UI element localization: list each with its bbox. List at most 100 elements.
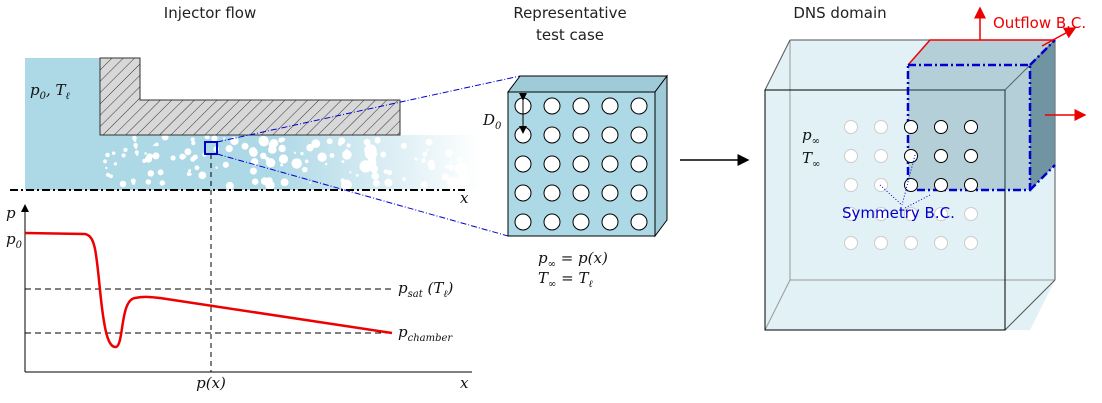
circle bbox=[134, 150, 139, 155]
circle bbox=[355, 173, 359, 177]
circle bbox=[194, 165, 200, 171]
circle bbox=[414, 157, 418, 161]
circle bbox=[380, 151, 387, 158]
cube-side bbox=[654, 74, 668, 238]
circle bbox=[192, 154, 198, 160]
subscript: sat bbox=[408, 289, 424, 300]
circle bbox=[426, 149, 429, 152]
circle bbox=[342, 150, 352, 160]
circle bbox=[572, 97, 590, 115]
circle bbox=[340, 179, 352, 191]
circle bbox=[630, 184, 648, 202]
title-line: Representative bbox=[513, 4, 626, 22]
circle bbox=[159, 180, 166, 186]
circle bbox=[324, 162, 328, 166]
circle bbox=[964, 120, 978, 134]
droplets bbox=[103, 133, 470, 191]
circle bbox=[144, 152, 147, 155]
text: , T bbox=[46, 81, 67, 99]
circle bbox=[119, 180, 127, 188]
text: p bbox=[538, 249, 548, 267]
subscript: ℓ bbox=[66, 91, 70, 102]
p0-label: p0​ bbox=[6, 230, 23, 251]
circle bbox=[222, 161, 229, 168]
back-edges bbox=[764, 40, 1055, 331]
circle bbox=[142, 158, 147, 163]
circle bbox=[241, 142, 249, 150]
chamber bbox=[25, 58, 103, 190]
circle bbox=[543, 126, 561, 144]
circle bbox=[601, 155, 619, 173]
subscript: 0 bbox=[495, 121, 502, 132]
circle bbox=[601, 213, 619, 231]
circle bbox=[363, 138, 371, 146]
d0-label: D0​ bbox=[482, 111, 502, 132]
circle bbox=[543, 97, 561, 115]
circle bbox=[309, 181, 312, 184]
circle bbox=[964, 207, 978, 221]
pointer bbox=[879, 154, 931, 209]
circle bbox=[329, 153, 335, 158]
circle bbox=[441, 173, 450, 181]
circle bbox=[300, 151, 304, 156]
subscript: ∞ bbox=[548, 259, 556, 270]
circle bbox=[904, 236, 918, 250]
circle bbox=[260, 177, 269, 186]
circle bbox=[444, 164, 449, 169]
circle bbox=[543, 184, 561, 202]
circle bbox=[383, 169, 388, 174]
holes bbox=[514, 97, 648, 231]
circle bbox=[157, 169, 164, 176]
circle bbox=[422, 151, 428, 157]
circle bbox=[964, 178, 978, 192]
circle bbox=[572, 184, 590, 202]
t-inf: T∞​ bbox=[802, 149, 820, 170]
circle bbox=[170, 155, 176, 161]
x-marker: p(x) bbox=[196, 374, 226, 392]
circle bbox=[135, 153, 139, 156]
circle bbox=[280, 163, 284, 167]
circle bbox=[572, 213, 590, 231]
circle bbox=[293, 151, 297, 154]
circle bbox=[964, 149, 978, 163]
circle bbox=[844, 207, 858, 221]
circle bbox=[179, 153, 186, 160]
subscript: ∞ bbox=[812, 136, 820, 147]
circle bbox=[371, 172, 379, 180]
circle bbox=[337, 141, 343, 146]
nozzle bbox=[99, 57, 401, 136]
text: p bbox=[398, 279, 408, 297]
circle bbox=[147, 170, 155, 177]
circle bbox=[134, 146, 138, 149]
circle bbox=[225, 181, 234, 190]
subscript: chamber bbox=[408, 333, 454, 344]
circle bbox=[121, 153, 126, 158]
circle bbox=[230, 136, 239, 146]
circle bbox=[874, 207, 888, 221]
circle bbox=[630, 155, 648, 173]
circle bbox=[133, 142, 138, 148]
subscript: ℓ bbox=[443, 289, 447, 300]
subscript: ℓ bbox=[588, 279, 592, 290]
circle bbox=[514, 213, 532, 231]
holes bbox=[844, 120, 978, 250]
psat-label: psat​ (Tℓ​) bbox=[398, 279, 454, 300]
circle bbox=[601, 126, 619, 144]
circle bbox=[601, 97, 619, 115]
circle bbox=[188, 169, 192, 173]
zoom-line bbox=[216, 75, 521, 143]
inlet-label: p0​, Tℓ​ bbox=[30, 81, 70, 102]
symmetry-label: Symmetry B.C. bbox=[842, 204, 955, 222]
circle bbox=[572, 126, 590, 144]
circle bbox=[265, 158, 276, 168]
circle bbox=[105, 152, 110, 158]
circle bbox=[153, 144, 156, 147]
circle bbox=[904, 149, 918, 163]
outflow-arrow bbox=[1041, 27, 1077, 47]
circle bbox=[420, 158, 426, 163]
circle bbox=[152, 152, 160, 160]
circle bbox=[372, 179, 380, 187]
text: (T bbox=[423, 279, 445, 297]
text: T bbox=[538, 269, 549, 287]
